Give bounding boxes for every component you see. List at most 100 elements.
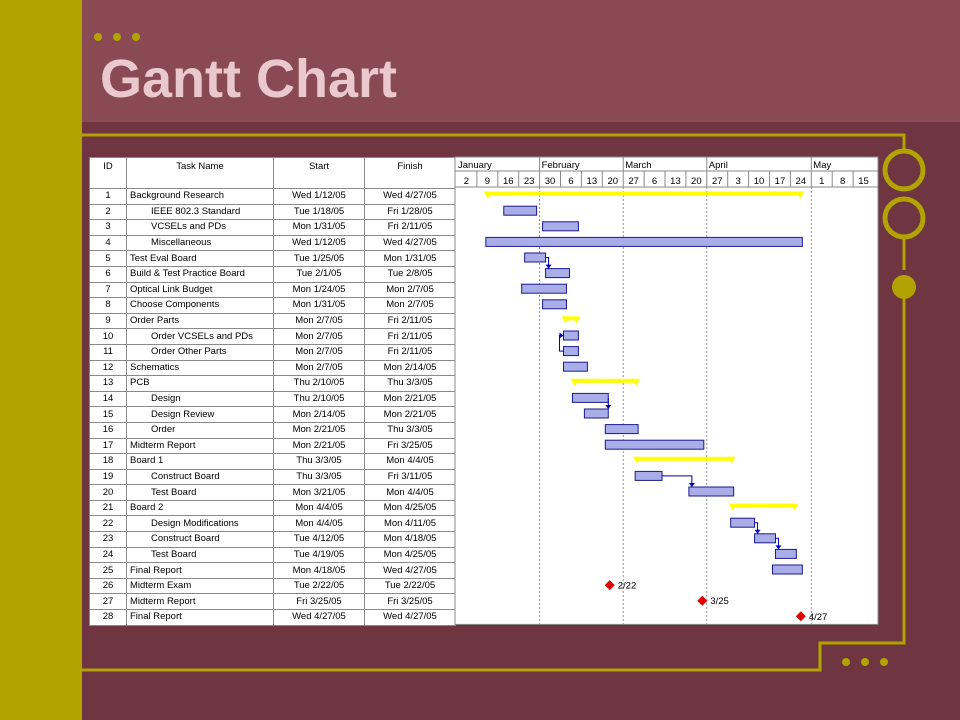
week-label: 13 [587, 176, 598, 187]
summary-cap [483, 191, 492, 199]
task-bar [524, 252, 547, 263]
dependency-arrow [754, 529, 761, 534]
task-bar [503, 205, 538, 216]
header-start: Start [273, 157, 365, 189]
month-label: April [709, 160, 728, 171]
week-label: 13 [670, 176, 681, 187]
dependency-arrow [688, 483, 695, 487]
task-bar [583, 408, 609, 419]
week-label: 1 [819, 176, 824, 187]
summary-cap [796, 191, 805, 199]
dependency-arrow [775, 545, 782, 550]
dependency-arrow [559, 332, 564, 339]
header-task-name: Task Name [126, 157, 274, 189]
frame-ring [882, 148, 926, 192]
summary-cap [632, 378, 641, 386]
task-bar [771, 564, 803, 575]
top-band [82, 0, 960, 122]
table-row: 1 Background Research Wed 1/12/05 Wed 4/27/… [89, 188, 456, 205]
table-row: 13 PCB Thu 2/10/05 Thu 3/3/05 [89, 375, 456, 392]
table-row: 4 Miscellaneous Wed 1/12/05 Wed 4/27/05 [89, 234, 456, 252]
task-bar [562, 330, 579, 341]
milestone-marker [795, 611, 806, 622]
frame-dot [892, 275, 916, 299]
task-bar [542, 299, 567, 310]
summary-cap [570, 378, 579, 386]
header-id: ID [89, 157, 127, 189]
frame-ring [882, 196, 926, 240]
task-bar [604, 439, 705, 450]
week-label: 6 [652, 176, 657, 187]
week-label: 6 [568, 176, 573, 187]
summary-bar [572, 378, 639, 383]
summary-bar [730, 503, 797, 508]
milestone-label: 4/27 [809, 612, 828, 623]
milestone-label: 3/25 [710, 596, 729, 607]
task-bar [634, 470, 663, 481]
week-label: 23 [524, 176, 535, 187]
deco-dot [880, 658, 888, 666]
table-row: 7 Optical Link Budget Mon 1/24/05 Mon 2/7/0… [89, 281, 456, 299]
task-bar [562, 361, 588, 372]
table-row: 5 Test Eval Board Tue 1/25/05 Mon 1/31/05 [89, 250, 456, 267]
month-label: May [813, 160, 831, 171]
week-label: 15 [858, 176, 869, 187]
deco-dot [94, 33, 102, 41]
week-label: 24 [796, 176, 807, 187]
week-label: 9 [485, 176, 490, 187]
task-bar [571, 392, 609, 403]
slide-title: Gantt Chart [100, 49, 397, 109]
week-label: 20 [691, 176, 702, 187]
table-row: 23 Construct Board Tue 4/12/05 Mon 4/18/05 [89, 531, 456, 548]
summary-cap [727, 456, 736, 464]
table-header-row: ID Task Name Start Finish [89, 157, 456, 189]
deco-dot [113, 33, 121, 41]
task-bar [754, 533, 776, 544]
week-label: 10 [754, 176, 765, 187]
week-label: 17 [775, 176, 786, 187]
table-row: 3 VCSELs and PDs Mon 1/31/05 Fri 2/11/05 [89, 219, 456, 236]
deco-dot [842, 658, 850, 666]
task-bar [521, 283, 567, 294]
week-label: 16 [503, 176, 514, 187]
table-row: 14 Design Thu 2/10/05 Mon 2/21/05 [89, 390, 456, 408]
summary-cap [572, 316, 581, 324]
table-row: 26 Midterm Exam Tue 2/22/05 Tue 2/22/05 [89, 577, 456, 595]
table-row: 12 Schematics Mon 2/7/05 Mon 2/14/05 [89, 359, 456, 377]
week-label: 3 [736, 176, 741, 187]
week-label: 27 [628, 176, 639, 187]
summary-cap [728, 503, 737, 511]
week-label: 27 [712, 176, 723, 187]
summary-cap [561, 316, 570, 324]
header-finish: Finish [364, 157, 456, 189]
month-label: January [458, 160, 492, 171]
deco-dot [132, 33, 140, 41]
week-label: 20 [607, 176, 618, 187]
task-table: ID Task Name Start Finish 1 Background Re… [89, 157, 456, 626]
dependency-arrow [605, 405, 612, 409]
timeline-panel [454, 156, 879, 625]
deco-dot [861, 658, 869, 666]
left-olive-bar [0, 0, 82, 720]
task-bar [730, 517, 756, 528]
week-label: 2 [464, 176, 469, 187]
dependency-arrow [545, 264, 552, 269]
task-table-body: 1 Background Research Wed 1/12/05 Wed 4/27/… [89, 188, 456, 626]
task-bar [688, 486, 735, 497]
task-bar [562, 346, 579, 357]
task-bar [604, 424, 639, 435]
milestone-marker [697, 595, 708, 606]
table-row: 9 Order Parts Mon 2/7/05 Fri 2/11/05 [89, 312, 456, 330]
table-row: 18 Board 1 Thu 3/3/05 Mon 4/4/05 [89, 453, 456, 470]
table-row: 25 Final Report Mon 4/18/05 Wed 4/27/05 [89, 562, 456, 579]
summary-bar [563, 316, 579, 321]
task-bar [774, 548, 797, 559]
table-row: 19 Construct Board Thu 3/3/05 Fri 3/11/05 [89, 468, 456, 486]
task-bar [545, 268, 570, 279]
frame-line [82, 298, 906, 672]
summary-cap [790, 503, 799, 511]
summary-bar [635, 456, 734, 461]
task-start-cell: Wed 4/27/05 [273, 609, 365, 626]
